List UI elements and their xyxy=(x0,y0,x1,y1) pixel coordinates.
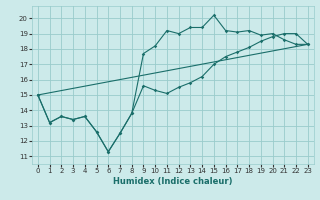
X-axis label: Humidex (Indice chaleur): Humidex (Indice chaleur) xyxy=(113,177,233,186)
